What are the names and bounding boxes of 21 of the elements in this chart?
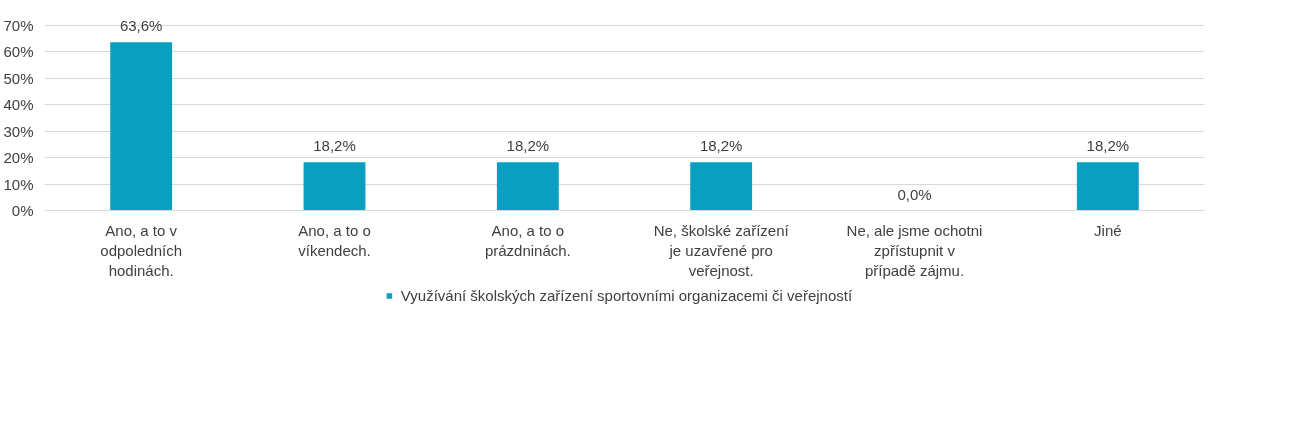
y-tick-label: 30%	[3, 122, 34, 140]
data-label: 18,2%	[1086, 137, 1130, 155]
data-label: 18,2%	[506, 137, 550, 155]
data-label: 63,6%	[119, 17, 163, 35]
x-tick-label: Ano, a to o víkendech.	[298, 221, 371, 259]
y-tick-label: 0%	[11, 202, 34, 219]
x-tick-label: Ne, ale jsme ochotni zpřístupnit v případě zájmu.	[846, 221, 983, 280]
x-tick-label: Ano, a to o prázdninách.	[484, 221, 571, 259]
x-tick-label: Ano, a to v odpoledních hodinách.	[100, 221, 183, 280]
legend-label: Využívání školských zařízení sportovními organizacemi či veřejností	[400, 286, 853, 304]
y-tick-label: 70%	[3, 16, 34, 34]
y-tick-label: 50%	[3, 69, 34, 87]
data-label: 18,2%	[699, 137, 743, 155]
y-tick-label: 60%	[3, 43, 34, 61]
y-tick-label: 40%	[3, 96, 34, 114]
data-label: 0,0%	[897, 185, 932, 203]
y-tick-label: 20%	[3, 149, 34, 167]
x-tick-label: Jiné	[1094, 221, 1122, 239]
y-tick-label: 10%	[3, 175, 34, 193]
data-label: 18,2%	[313, 137, 356, 155]
x-tick-label: Ne, školské zařízení je uzavřené pro veřejnost.	[653, 221, 790, 280]
